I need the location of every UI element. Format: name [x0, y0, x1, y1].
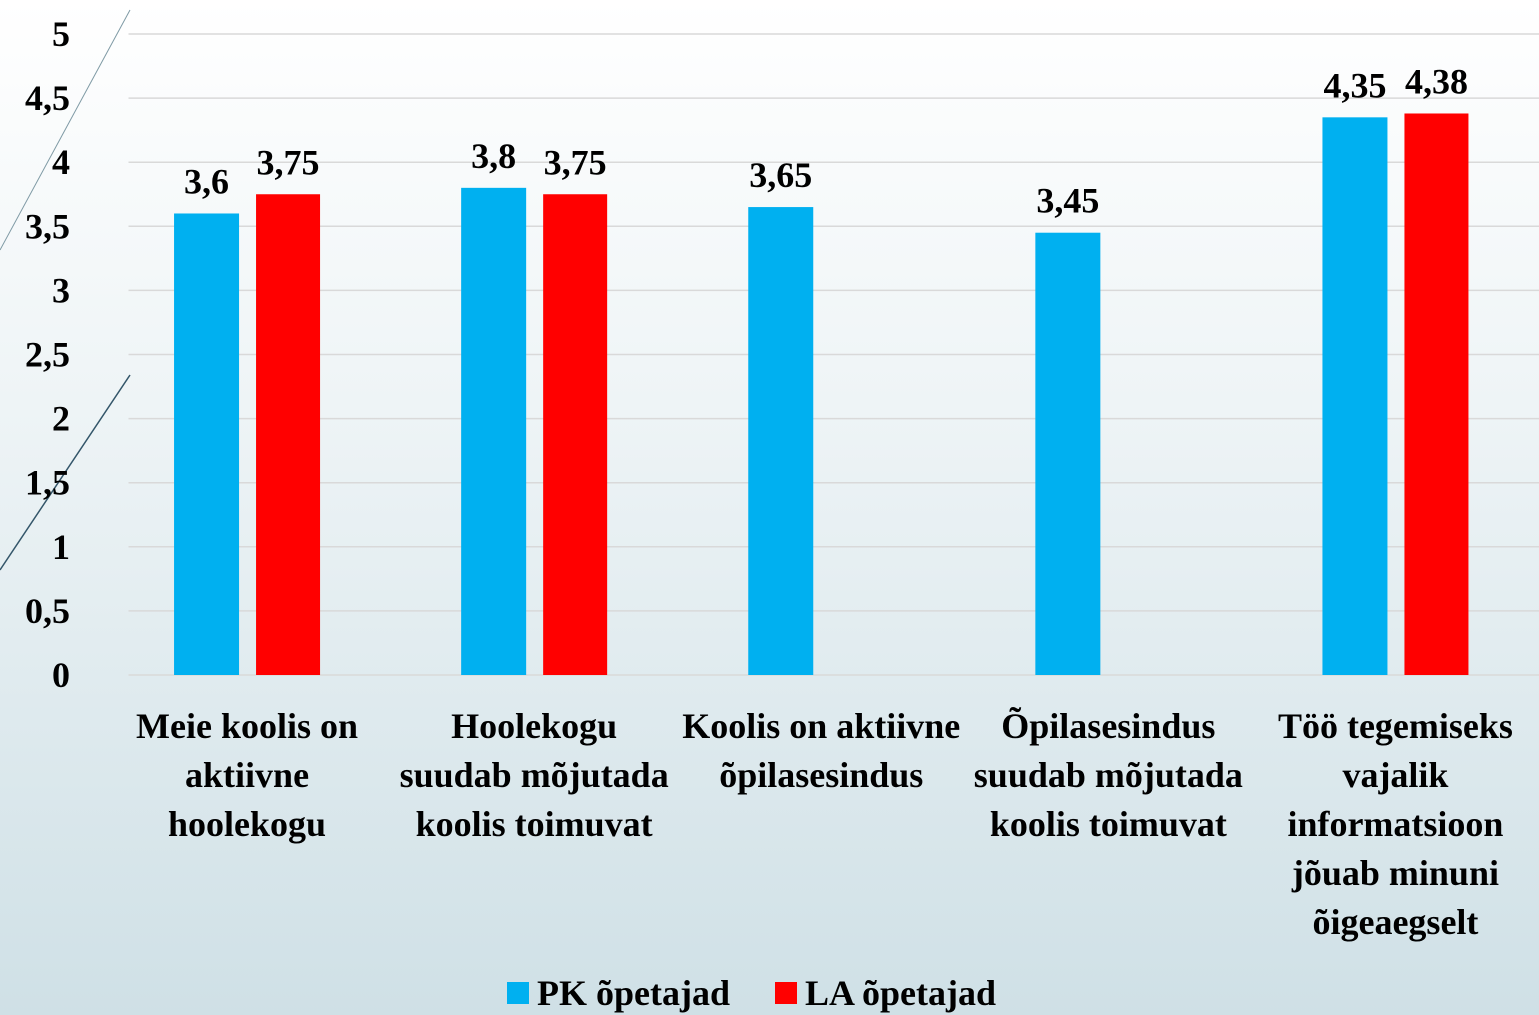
data-label: 4,35	[1323, 65, 1386, 105]
x-tick-label: Koolis on aktiivne õpilasesindus	[682, 706, 960, 795]
decoration	[0, 374, 131, 571]
data-label: 4,38	[1405, 61, 1468, 101]
x-tick-label: Hoolekogu suudab mõjutada koolis toimuvat	[400, 706, 669, 844]
bar	[1404, 113, 1469, 675]
y-tick-label: 2,5	[25, 335, 70, 375]
x-tick-label-line: Õpilasesindus	[1001, 706, 1215, 746]
x-tick-label-line: Hoolekogu	[451, 706, 617, 746]
y-tick-label: 2	[52, 399, 70, 439]
data-label: 3,6	[184, 161, 229, 201]
x-tick-label-line: Töö tegemiseks	[1278, 706, 1513, 746]
y-tick-label: 4	[52, 142, 70, 182]
x-tick-label-line: Meie koolis on	[136, 706, 358, 746]
x-tick-label-line: vajalik	[1342, 755, 1448, 795]
x-tick-label-line: koolis toimuvat	[990, 804, 1227, 844]
bar	[543, 194, 608, 675]
bar	[1035, 232, 1101, 675]
data-label: 3,8	[471, 136, 516, 176]
data-label: 3,65	[749, 155, 812, 195]
decoration	[0, 9, 131, 251]
x-tick-label-line: suudab mõjutada	[974, 755, 1243, 795]
x-tick-label-line: õigeaegselt	[1312, 902, 1478, 942]
y-tick-label: 0,5	[25, 591, 70, 631]
bar	[174, 213, 240, 676]
legend-label: PK õpetajad	[537, 973, 730, 1013]
legend: PK õpetajad LA õpetajad	[507, 973, 996, 1013]
x-tick-label: Töö tegemiseks vajalik informatsioon jõuab …	[1278, 706, 1513, 942]
data-label: 3,45	[1036, 181, 1099, 221]
x-tick-label-line: suudab mõjutada	[400, 755, 669, 795]
x-tick-label: Meie koolis on aktiivne hoolekogu	[136, 706, 358, 844]
y-tick-label: 4,5	[25, 78, 70, 118]
legend-swatch	[507, 982, 529, 1004]
y-tick-label: 1,5	[25, 463, 70, 503]
x-tick-label-line: õpilasesindus	[719, 755, 923, 795]
y-tick-label: 1	[52, 527, 70, 567]
x-tick-label-line: Koolis on aktiivne	[682, 706, 960, 746]
legend-swatch	[775, 982, 797, 1004]
y-tick-label: 5	[52, 14, 70, 54]
x-tick-label-line: jõuab minuni	[1291, 853, 1499, 893]
legend-label: LA õpetajad	[805, 973, 996, 1013]
x-tick-label-line: informatsioon	[1287, 804, 1503, 844]
bar	[256, 194, 321, 675]
bar	[1322, 117, 1388, 675]
x-tick-label-line: koolis toimuvat	[416, 804, 653, 844]
data-label: 3,75	[544, 142, 607, 182]
x-tick-label-line: aktiivne	[185, 755, 309, 795]
bar	[461, 187, 527, 675]
bar	[748, 207, 814, 675]
data-label: 3,75	[257, 142, 320, 182]
y-tick-label: 3,5	[25, 206, 70, 246]
x-tick-label-line: hoolekogu	[168, 804, 326, 844]
y-tick-label: 3	[52, 270, 70, 310]
y-tick-label: 0	[52, 655, 70, 695]
x-tick-label: Õpilasesindus suudab mõjutada koolis toimu…	[974, 706, 1243, 844]
